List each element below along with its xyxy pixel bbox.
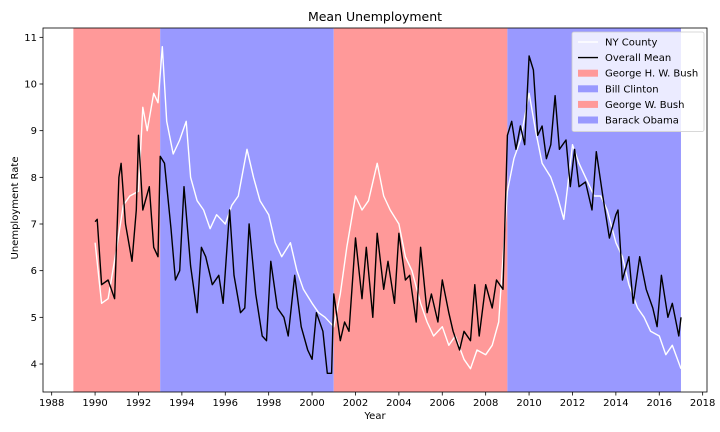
x-tick-label: 2004 (386, 398, 411, 409)
y-tick-label: 11 (24, 33, 37, 44)
legend-label: George W. Bush (605, 100, 684, 111)
x-tick-label: 1992 (126, 398, 151, 409)
legend-patch-swatch (578, 69, 598, 77)
x-tick-label: 1994 (169, 398, 194, 409)
x-tick-label: 1988 (39, 398, 64, 409)
legend-label: Overall Mean (605, 53, 671, 64)
x-tick-label: 1998 (256, 398, 281, 409)
x-tick-label: 1990 (82, 398, 107, 409)
legend-box (571, 31, 705, 132)
x-tick-label: 2008 (473, 398, 498, 409)
legend-label: Bill Clinton (605, 84, 659, 95)
shaded-period-1 (160, 28, 334, 392)
axes: 1988 1990 1992 1994 1996 1998 2000 2002 2004 2006… (24, 27, 715, 409)
y-tick-label: 10 (24, 80, 37, 91)
series-line-0 (94, 46, 682, 370)
legend-label: NY County (605, 38, 657, 49)
shaded-period-2 (333, 28, 508, 392)
shaded-period-0 (73, 28, 161, 392)
legend-patch-swatch (578, 116, 598, 124)
plot-frame (42, 27, 708, 393)
x-tick-label: 2010 (516, 398, 541, 409)
y-tick-label: 4 (31, 360, 37, 371)
y-tick-label: 9 (31, 126, 37, 137)
x-tick-label: 2012 (560, 398, 585, 409)
y-tick-label: 5 (31, 313, 37, 324)
x-tick-label: 1996 (213, 398, 238, 409)
x-tick-label: 2000 (299, 398, 324, 409)
x-tick-label: 2016 (647, 398, 672, 409)
chart-title: Mean Unemployment (308, 9, 442, 24)
series-line-1 (94, 55, 682, 374)
legend-label: George H. W. Bush (605, 69, 698, 80)
y-tick-label: 6 (31, 266, 37, 277)
y-tick-label: 7 (31, 220, 37, 231)
x-tick-label: 2002 (343, 398, 368, 409)
x-tick-label: 2018 (690, 398, 715, 409)
legend-patch-swatch (578, 100, 598, 108)
y-tick-label: 8 (31, 173, 37, 184)
legend-label: Barack Obama (605, 116, 679, 127)
legend-patch-swatch (578, 85, 598, 93)
x-axis-label: Year (363, 411, 386, 422)
legend: NY County Overall Mean George H. W. Bush Bi… (571, 31, 705, 132)
x-tick-label: 2014 (603, 398, 628, 409)
x-tick-label: 2006 (430, 398, 455, 409)
y-axis-label: Unemployment Rate (10, 157, 21, 260)
